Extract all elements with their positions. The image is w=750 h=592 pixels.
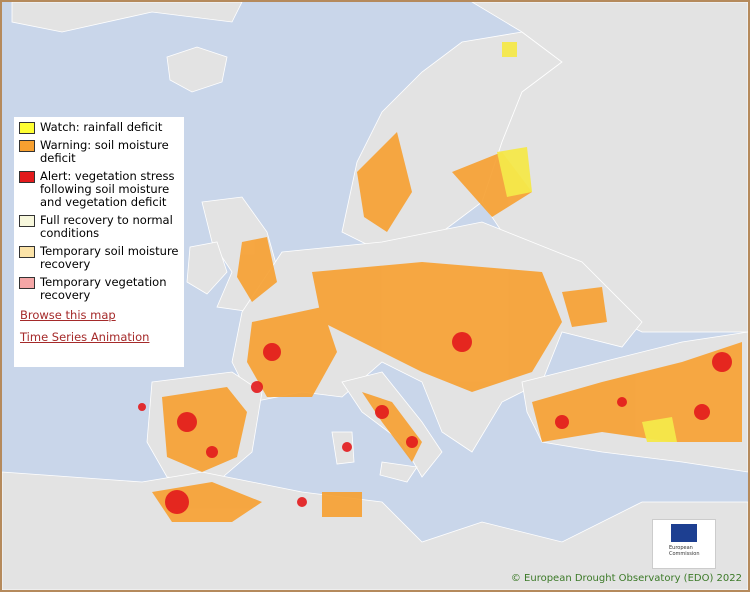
- legend-item: Temporary vegetation recovery: [19, 276, 179, 302]
- browse-link[interactable]: Browse this map: [20, 308, 116, 322]
- legend-item: Temporary soil moisture recovery: [19, 245, 179, 271]
- legend-item: Alert: vegetation stress following soil …: [19, 170, 179, 209]
- eu-flag: [671, 524, 697, 542]
- animation-link[interactable]: Time Series Animation: [20, 330, 150, 344]
- legend-swatch: [19, 246, 35, 258]
- eu-logo: European Commission: [652, 519, 716, 569]
- legend-swatch: [19, 140, 35, 152]
- legend-label: Warning: soil moisture deficit: [40, 138, 169, 165]
- legend-label: Alert: vegetation stress following soil …: [40, 169, 175, 209]
- legend-label: Watch: rainfall deficit: [40, 120, 163, 134]
- logo-text: European Commission: [669, 545, 700, 557]
- credit: © European Drought Observatory (EDO) 202…: [510, 573, 742, 584]
- legend-label: Temporary vegetation recovery: [40, 275, 167, 302]
- legend-item: Watch: rainfall deficit: [19, 121, 179, 134]
- legend-label: Temporary soil moisture recovery: [40, 244, 179, 271]
- legend-swatch: [19, 277, 35, 289]
- legend-swatch: [19, 215, 35, 227]
- legend-label: Full recovery to normal conditions: [40, 213, 173, 240]
- legend: Watch: rainfall deficit Warning: soil mo…: [14, 117, 184, 367]
- legend-swatch: [19, 171, 35, 183]
- legend-item: Warning: soil moisture deficit: [19, 139, 179, 165]
- legend-swatch: [19, 122, 35, 134]
- legend-item: Full recovery to normal conditions: [19, 214, 179, 240]
